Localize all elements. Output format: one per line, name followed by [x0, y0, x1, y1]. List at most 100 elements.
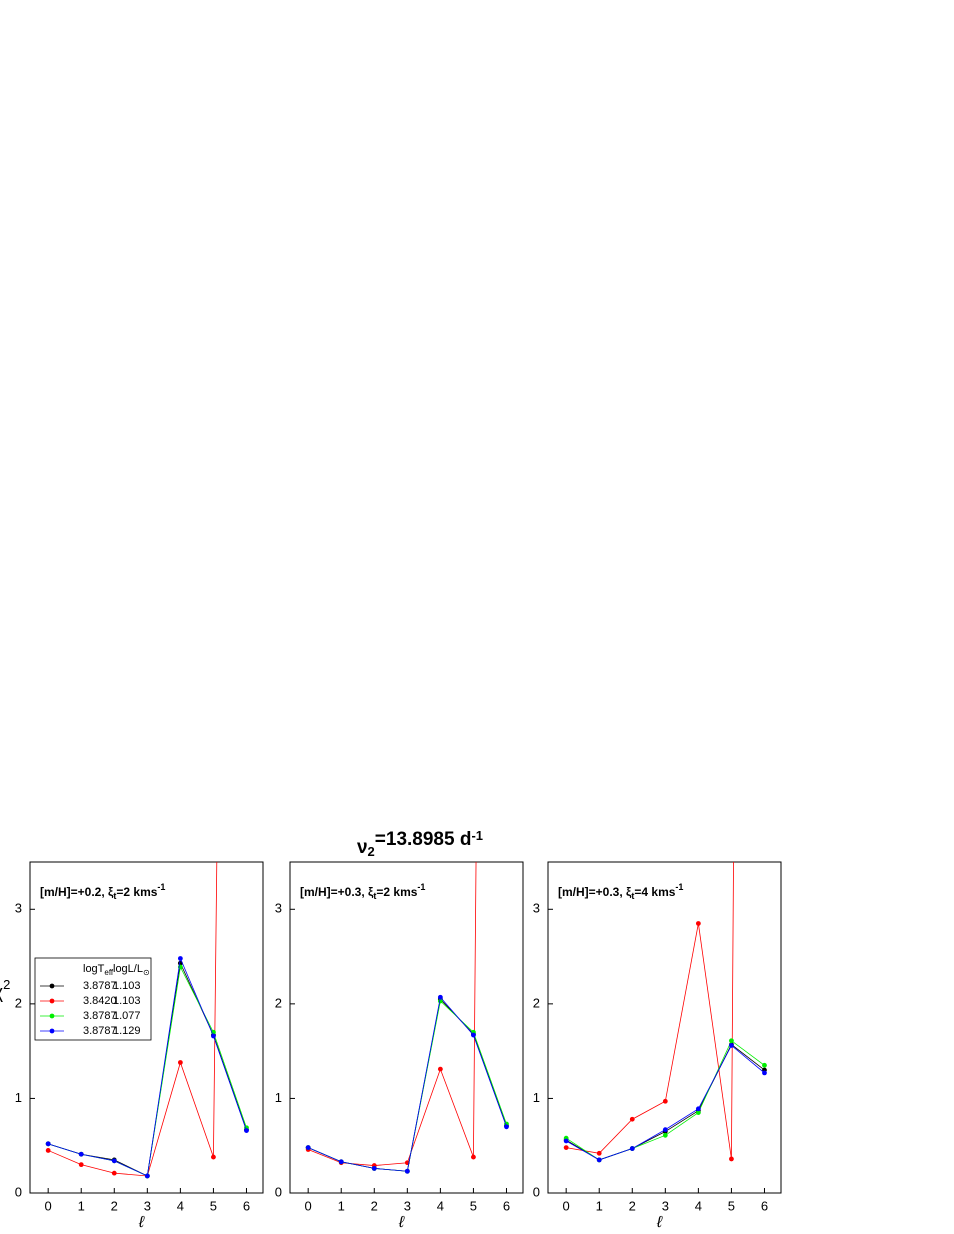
y-tick-label: 3 [275, 901, 282, 916]
plot-area [45, 862, 249, 1179]
data-point [662, 1098, 668, 1104]
x-tick-label: 6 [243, 1198, 250, 1213]
data-point [662, 1132, 668, 1138]
data-point [338, 1159, 344, 1165]
x-tick-label: 5 [210, 1198, 217, 1213]
series-line [308, 1000, 507, 1172]
x-tick-label: 4 [437, 1198, 444, 1213]
legend-header-sub: eff [104, 968, 114, 977]
x-tick-label: 5 [470, 1198, 477, 1213]
annotation-text: [m/H]=+0.3, ξ [558, 885, 632, 899]
x-tick-label: 0 [45, 1198, 52, 1213]
series-line [308, 862, 477, 1166]
y-tick-label: 0 [533, 1184, 540, 1199]
x-tick-label: 4 [177, 1198, 184, 1213]
annotation-rest: =2 kms [376, 885, 417, 899]
data-point [211, 1033, 216, 1039]
x-tick-label: 6 [761, 1198, 768, 1213]
series-line [308, 996, 507, 1172]
plot-frame [547, 861, 782, 1194]
data-point [762, 1062, 767, 1068]
data-point [244, 1128, 249, 1133]
series-line [308, 998, 507, 1172]
title-text: ν [357, 837, 368, 858]
x-tick-label: 3 [662, 1198, 669, 1213]
legend-header: logL/L⊙ [113, 963, 150, 977]
annotation-text: [m/H]=+0.3, ξ [300, 885, 374, 899]
y-tick-label: 3 [15, 901, 22, 916]
x-tick-label: 1 [78, 1198, 85, 1213]
data-point [177, 1060, 183, 1065]
title-sup: -1 [471, 828, 483, 843]
panel-annotation: [m/H]=+0.3, ξt=4 kms-1 [558, 882, 683, 901]
y-tick-label: 1 [275, 1090, 282, 1105]
data-point [371, 1166, 377, 1171]
y-axis-label: χ2 [0, 977, 10, 1001]
data-point [45, 1148, 51, 1153]
x-tick-label: 3 [144, 1198, 151, 1213]
data-point [695, 1110, 701, 1116]
data-point [563, 1145, 569, 1151]
annotation-sub: t [373, 891, 376, 901]
plot-frame [289, 861, 524, 1194]
plot-area [563, 862, 767, 1163]
legend-label: 3.8420 [83, 995, 117, 1007]
x-tick-label: 0 [563, 1198, 570, 1213]
annotation-rest: =2 kms [116, 885, 157, 899]
y-tick-label: 1 [15, 1090, 22, 1105]
y-label-text: χ [0, 982, 4, 1002]
data-point [629, 1116, 635, 1122]
data-point [729, 1156, 734, 1162]
data-point [45, 1141, 51, 1147]
y-tick-label: 2 [533, 995, 540, 1010]
data-point [504, 1124, 509, 1130]
annotation-text: [m/H]=+0.2, ξ [40, 885, 114, 899]
data-point [177, 956, 183, 961]
legend-marker [49, 1013, 55, 1019]
title-sub: 2 [368, 844, 375, 859]
x-tick-label: 4 [695, 1198, 702, 1213]
data-point [596, 1150, 602, 1156]
data-point [144, 1173, 150, 1179]
plot-area [305, 862, 509, 1174]
x-axis-label: ℓ [398, 1214, 405, 1231]
x-axis-label: ℓ [656, 1214, 663, 1231]
annotation-sup: -1 [675, 882, 683, 892]
data-point [596, 1157, 602, 1163]
data-point [563, 1138, 569, 1144]
plot-frame [29, 861, 264, 1194]
legend-label: 3.8787 [83, 1010, 117, 1022]
data-point [111, 1158, 117, 1164]
x-tick-label: 1 [596, 1198, 603, 1213]
legend-label: 1.077 [113, 1010, 141, 1022]
legend-header-text: logT [83, 963, 105, 975]
y-tick-label: 1 [533, 1090, 540, 1105]
legend-marker [49, 983, 55, 989]
data-point [437, 994, 443, 1000]
x-tick-label: 2 [371, 1198, 378, 1213]
title-rest: =13.8985 d [375, 829, 472, 850]
data-point [729, 1038, 734, 1044]
data-point [471, 1154, 476, 1160]
series-line [566, 862, 734, 1160]
x-tick-label: 5 [728, 1198, 735, 1213]
legend-header-sub: ⊙ [143, 968, 150, 977]
legend-header-text: logL/L [113, 963, 143, 975]
legend-marker [49, 1028, 55, 1034]
x-axis-label: ℓ [138, 1214, 145, 1231]
data-point [695, 1106, 701, 1112]
data-point [78, 1162, 84, 1168]
legend-box [34, 957, 152, 1041]
legend-label: 3.8787 [83, 980, 117, 992]
x-tick-label: 1 [338, 1198, 345, 1213]
annotation-sub: t [631, 891, 634, 901]
x-tick-label: 3 [404, 1198, 411, 1213]
data-point [729, 1043, 734, 1048]
legend-marker [49, 998, 55, 1004]
annotation-sub: t [113, 891, 116, 901]
x-tick-label: 2 [629, 1198, 636, 1213]
data-point [211, 1154, 216, 1160]
data-point [695, 921, 701, 926]
legend-label: 3.8787 [83, 1025, 117, 1037]
